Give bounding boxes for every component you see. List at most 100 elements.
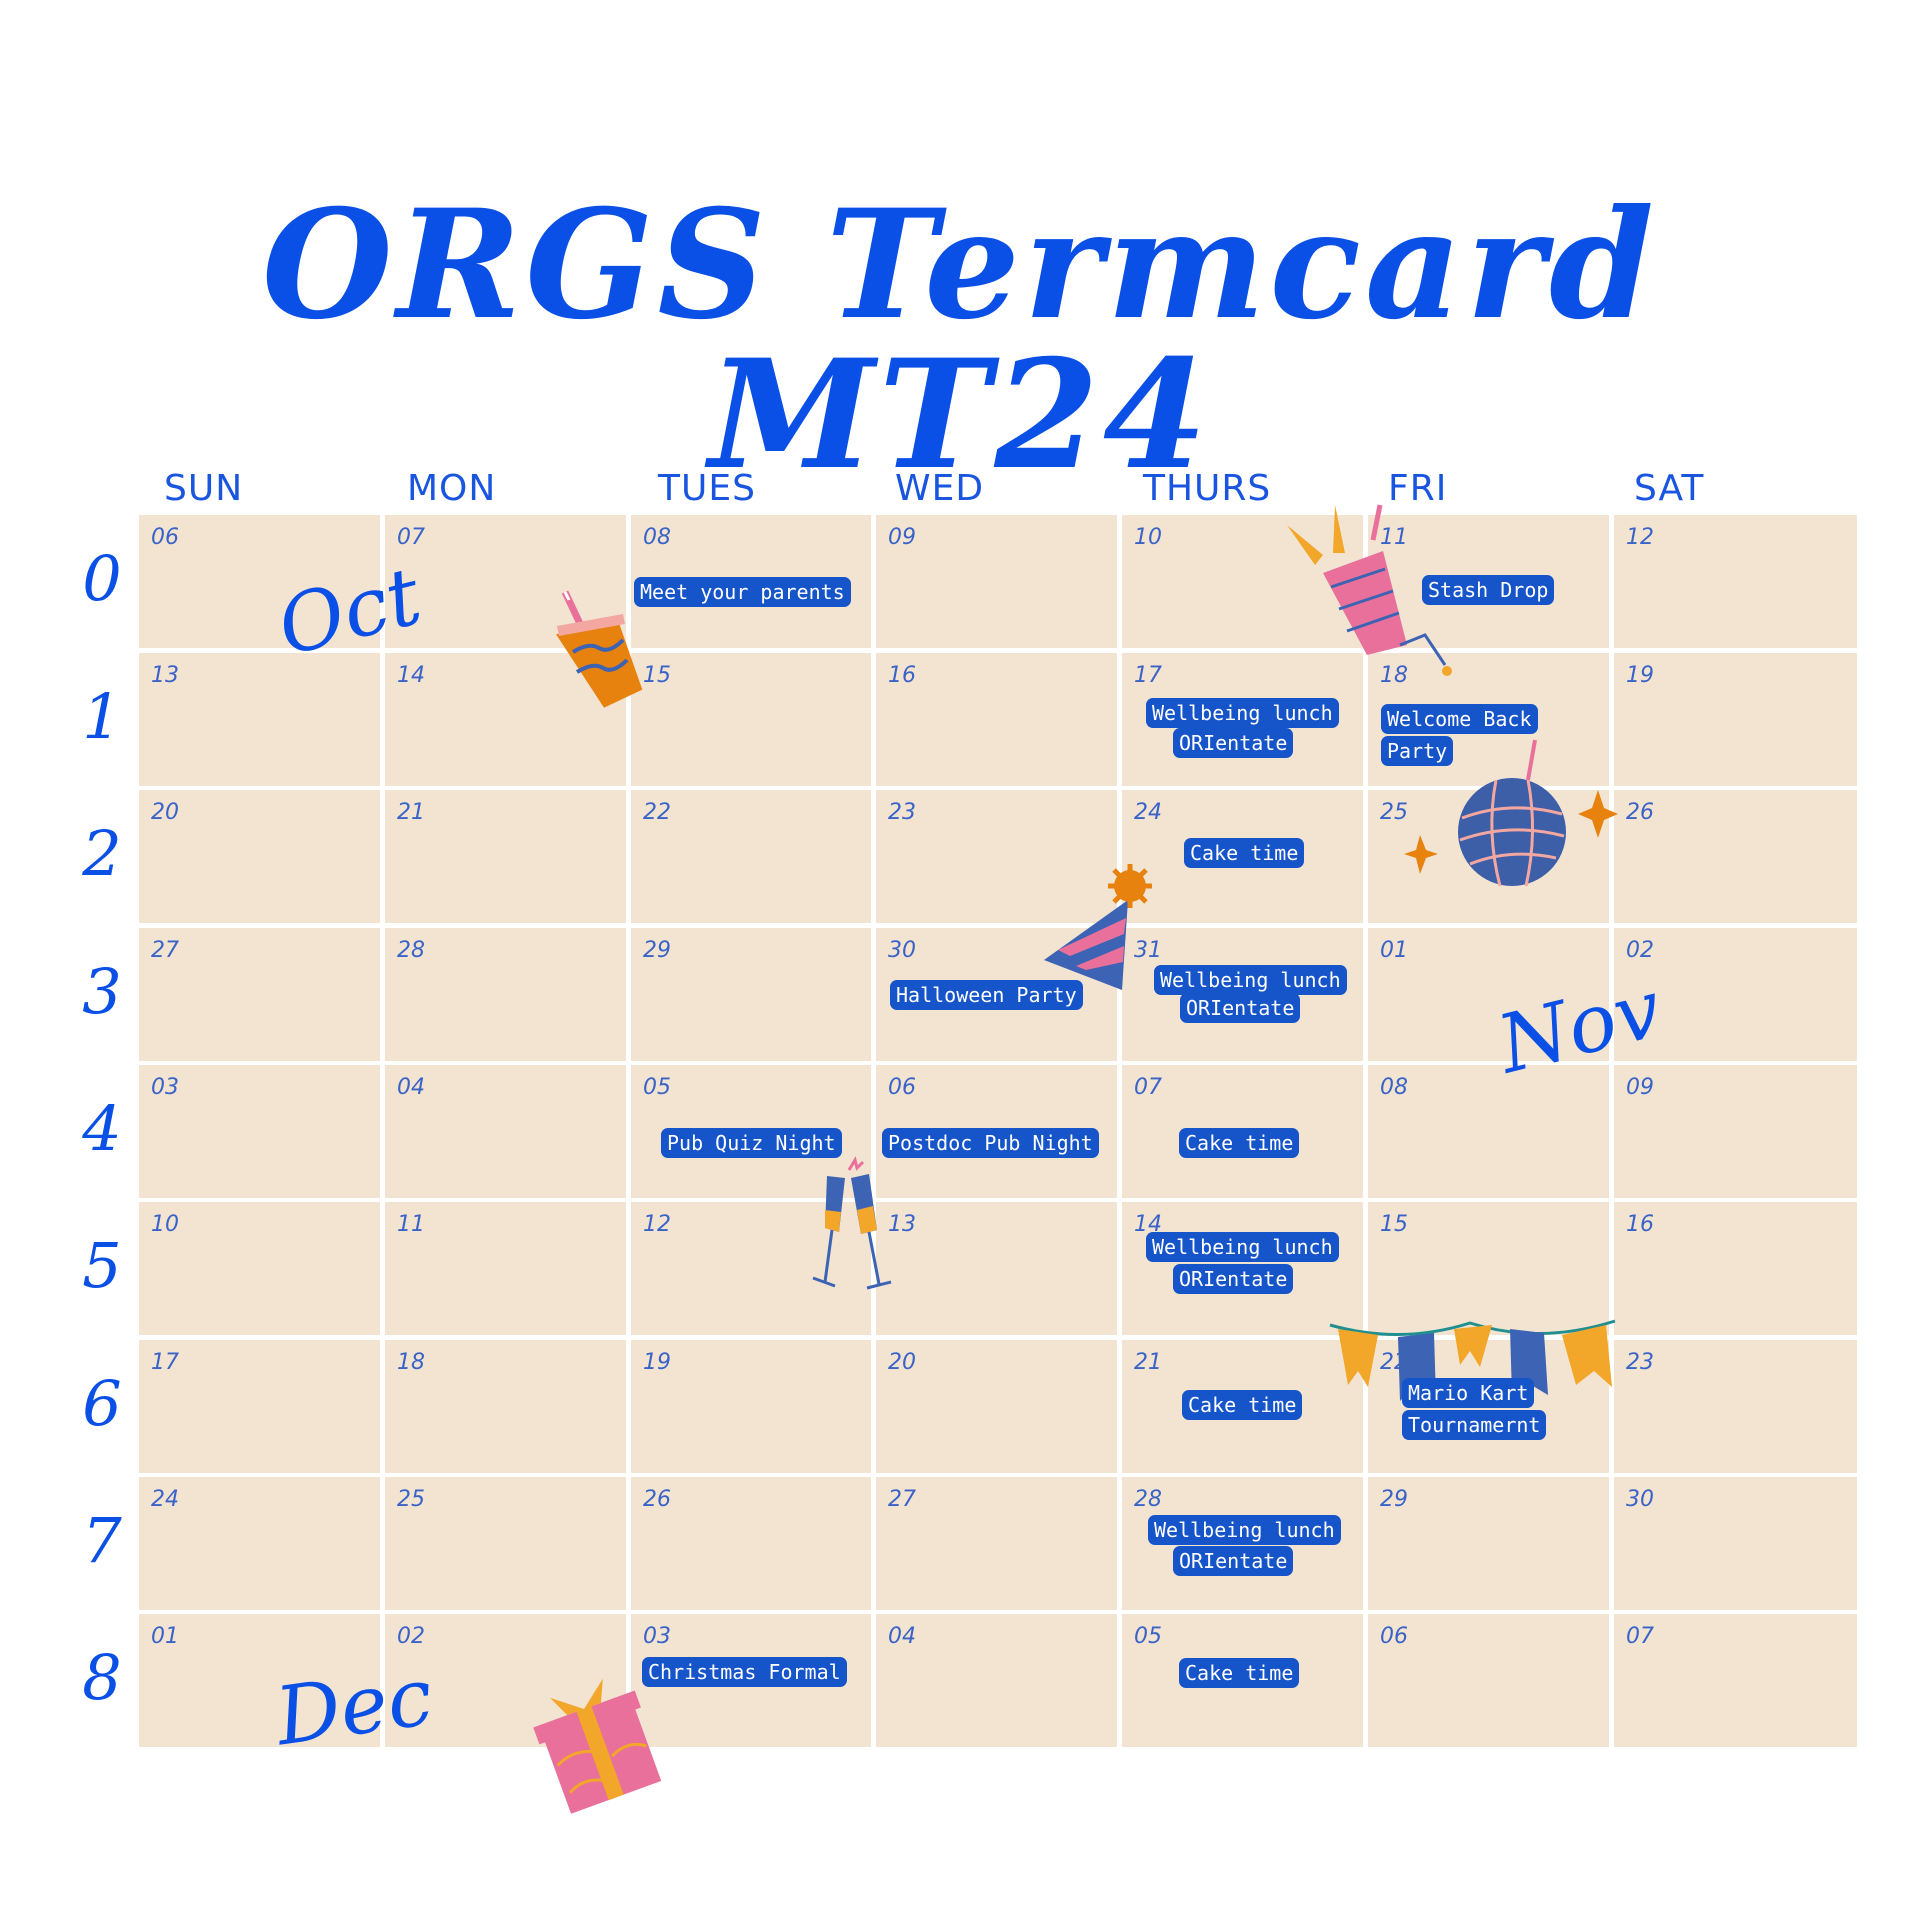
date-number: 02	[1626, 938, 1654, 963]
calendar-cell-wed: 16	[876, 653, 1117, 786]
calendar-cell-mon: 28	[385, 928, 626, 1061]
calendar-cell-mon: 25	[385, 1477, 626, 1610]
calendar-cell-tue: 19	[631, 1340, 871, 1473]
date-number: 15	[1380, 1212, 1408, 1237]
date-number: 13	[888, 1212, 916, 1237]
calendar-cell-sun: 06	[139, 515, 380, 648]
calendar-cell-sat: 23	[1614, 1340, 1857, 1473]
date-number: 07	[1626, 1624, 1654, 1649]
date-number: 31	[1134, 938, 1162, 963]
event-mario-kart: Mario Kart	[1402, 1378, 1535, 1408]
event-wellbeing-lunch: Wellbeing lunch	[1146, 1232, 1339, 1262]
calendar-cell-sun: 24	[139, 1477, 380, 1610]
calendar-cell-wed: 20	[876, 1340, 1117, 1473]
date-number: 08	[1380, 1075, 1408, 1100]
champagne-glasses-icon	[812, 1156, 892, 1290]
date-number: 28	[1134, 1487, 1162, 1512]
date-number: 07	[1134, 1075, 1162, 1100]
event-orientate: ORIentate	[1173, 728, 1294, 758]
date-number: 25	[1380, 800, 1408, 825]
event-stash-drop: Stash Drop	[1422, 575, 1555, 605]
calendar-cell-sun: 27	[139, 928, 380, 1061]
event-wellbeing-lunch: Wellbeing lunch	[1148, 1515, 1341, 1545]
calendar-cell-wed: 27	[876, 1477, 1117, 1610]
event-christmas-formal: Christmas Formal	[642, 1657, 847, 1687]
calendar-cell-wed: 09	[876, 515, 1117, 648]
date-number: 17	[151, 1350, 179, 1375]
date-number: 01	[151, 1624, 179, 1649]
date-number: 04	[888, 1624, 916, 1649]
calendar-cell-sun: 01	[139, 1614, 380, 1747]
calendar-cell-tue: 26	[631, 1477, 871, 1610]
calendar-cell-tue: 15	[631, 653, 871, 786]
date-number: 26	[643, 1487, 671, 1512]
date-number: 11	[397, 1212, 425, 1237]
week-number: 3	[82, 955, 122, 1028]
event-postdoc-pub-night: Postdoc Pub Night	[882, 1128, 1099, 1158]
calendar-cell-sat: 30	[1614, 1477, 1857, 1610]
day-header-mon: MON	[407, 468, 497, 509]
calendar-cell-sat: 26	[1614, 790, 1857, 923]
gift-box-icon	[533, 1678, 662, 1814]
date-number: 19	[643, 1350, 671, 1375]
event-cake-time: Cake time	[1182, 1390, 1303, 1420]
date-number: 09	[1626, 1075, 1654, 1100]
date-number: 24	[151, 1487, 179, 1512]
date-number: 23	[888, 800, 916, 825]
calendar-cell-sat: 07	[1614, 1614, 1857, 1747]
calendar-cell-tue: 29	[631, 928, 871, 1061]
party-popper-icon	[1287, 504, 1452, 676]
date-number: 09	[888, 525, 916, 550]
date-number: 04	[397, 1075, 425, 1100]
date-number: 10	[1134, 525, 1162, 550]
week-number: 7	[82, 1504, 122, 1577]
calendar-cell-mon: 04	[385, 1065, 626, 1198]
calendar-cell-thu: 10	[1122, 515, 1363, 648]
week-number: 0	[82, 542, 122, 615]
date-number: 18	[1380, 663, 1408, 688]
event-cake-time: Cake time	[1184, 838, 1305, 868]
event-wellbeing-lunch: Wellbeing lunch	[1146, 698, 1339, 728]
calendar-cell-sat: 09	[1614, 1065, 1857, 1198]
date-number: 20	[888, 1350, 916, 1375]
week-number: 6	[82, 1367, 122, 1440]
disco-ball-icon	[1404, 739, 1618, 887]
date-number: 26	[1626, 800, 1654, 825]
date-number: 17	[1134, 663, 1162, 688]
date-number: 30	[888, 938, 916, 963]
date-number: 18	[397, 1350, 425, 1375]
date-number: 29	[1380, 1487, 1408, 1512]
calendar-cell-mon: 11	[385, 1202, 626, 1335]
date-number: 23	[1626, 1350, 1654, 1375]
event-orientate: ORIentate	[1173, 1546, 1294, 1576]
date-number: 16	[888, 663, 916, 688]
event-meet-your-parents: Meet your parents	[634, 577, 851, 607]
date-number: 14	[397, 663, 425, 688]
date-number: 03	[643, 1624, 671, 1649]
calendar-cell-sun: 03	[139, 1065, 380, 1198]
calendar-cell-sun: 20	[139, 790, 380, 923]
bunting-icon	[1329, 1319, 1616, 1401]
event-halloween-party: Halloween Party	[890, 980, 1083, 1010]
calendar-cell-wed: 13	[876, 1202, 1117, 1335]
date-number: 15	[643, 663, 671, 688]
event-welcome-back-party: Party	[1381, 736, 1454, 766]
calendar-cell-sun: 10	[139, 1202, 380, 1335]
calendar-cell-mon: 21	[385, 790, 626, 923]
calendar-cell-sat: 19	[1614, 653, 1857, 786]
date-number: 22	[643, 800, 671, 825]
event-welcome-back: Welcome Back	[1381, 704, 1538, 734]
day-header-fri: FRI	[1388, 468, 1448, 509]
calendar-cell-mon: 18	[385, 1340, 626, 1473]
date-number: 28	[397, 938, 425, 963]
date-number: 12	[643, 1212, 671, 1237]
date-number: 16	[1626, 1212, 1654, 1237]
date-number: 06	[151, 525, 179, 550]
event-pub-quiz-night: Pub Quiz Night	[661, 1128, 842, 1158]
date-number: 02	[397, 1624, 425, 1649]
date-number: 05	[1134, 1624, 1162, 1649]
calendar-cell-fri: 06	[1368, 1614, 1609, 1747]
event-wellbeing-lunch: Wellbeing lunch	[1154, 965, 1347, 995]
date-number: 06	[1380, 1624, 1408, 1649]
calendar-cell-fri: 15	[1368, 1202, 1609, 1335]
